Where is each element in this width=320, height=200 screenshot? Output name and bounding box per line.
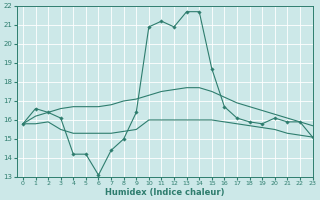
X-axis label: Humidex (Indice chaleur): Humidex (Indice chaleur) xyxy=(105,188,224,197)
